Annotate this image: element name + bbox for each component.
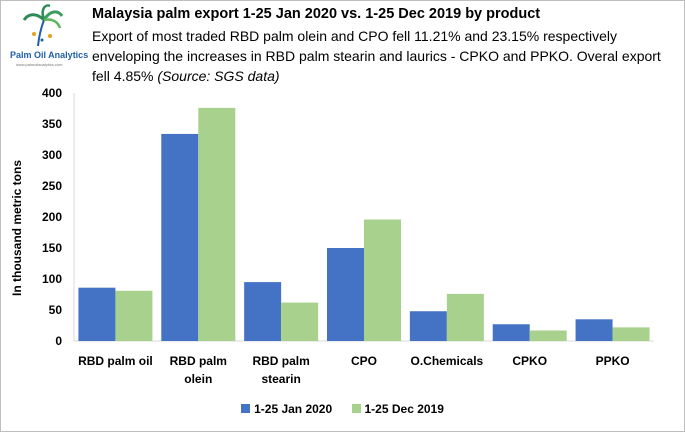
x-tick-label-line: RBD palm (170, 354, 227, 368)
y-tick-label: 200 (42, 210, 62, 224)
bar-jan-2020 (161, 133, 199, 341)
bar-chart: 0 50 100 150 200 250 300 350 400 RBD palm oil RBD … (42, 86, 654, 386)
source-note: (Source: SGS data) (157, 68, 280, 84)
x-tick-label-line: CPKO (512, 354, 547, 368)
bar-jan-2020 (409, 311, 447, 341)
bar-jan-2020 (327, 248, 364, 341)
x-tick-label: PPKO (596, 354, 630, 368)
x-tick-label-line: O.Chemicals (411, 354, 484, 368)
bar-dec-2019 (115, 290, 153, 341)
y-tick-label: 400 (42, 86, 62, 100)
x-tick-label: O.Chemicals (411, 354, 484, 368)
bar-dec-2019 (364, 219, 401, 341)
bar-jan-2020 (78, 287, 116, 341)
x-tick-label-line: olein (184, 372, 212, 386)
bar-dec-2019 (529, 330, 567, 341)
chart-title: Malaysia palm export 1-25 Jan 2020 vs. 1… (92, 6, 541, 22)
y-tick-label: 150 (42, 241, 62, 255)
y-tick-label: 0 (55, 334, 62, 348)
x-tick-label-line: CPO (351, 354, 377, 368)
bar-dec-2019 (281, 302, 319, 341)
logo-name: Palm Oil Analytics (10, 50, 89, 60)
legend-label-dec-2019: 1-25 Dec 2019 (364, 402, 444, 416)
logo-tagline: www.palmoilanalytics.com (16, 62, 63, 67)
x-tick-label: RBD palm stearin (252, 354, 309, 386)
chart-subtitle: Export of most traded RBD palm olein and… (92, 26, 677, 86)
bar-dec-2019 (612, 327, 650, 341)
x-tick-label-line: RBD palm oil (78, 354, 153, 368)
legend-item-jan-2020: 1-25 Jan 2020 (241, 402, 332, 416)
y-tick-label: 50 (49, 303, 63, 317)
legend-swatch-dec-2019 (351, 404, 361, 413)
x-tick-label: CPKO (512, 354, 547, 368)
y-tick-label: 250 (42, 179, 62, 193)
legend-label-jan-2020: 1-25 Jan 2020 (254, 402, 333, 416)
y-tick-label: 100 (42, 272, 62, 286)
x-tick-label-line: PPKO (596, 354, 630, 368)
x-tick-label: RBD palm olein (170, 354, 227, 386)
x-tick-label: CPO (351, 354, 377, 368)
legend-swatch-jan-2020 (241, 404, 251, 413)
bar-jan-2020 (575, 319, 613, 341)
y-tick-label: 300 (42, 148, 62, 162)
legend: 1-25 Jan 2020 1-25 Dec 2019 (0, 402, 685, 416)
x-tick-label-line: stearin (261, 372, 300, 386)
palm-oil-analytics-logo: Palm Oil Analytics www.palmoilanalytics.… (6, 4, 89, 68)
y-tick-label: 350 (42, 117, 62, 131)
legend-item-dec-2019: 1-25 Dec 2019 (351, 402, 444, 416)
subtitle-text: Export of most traded RBD palm olein and… (92, 28, 661, 84)
bar-jan-2020 (244, 282, 282, 341)
x-tick-label: RBD palm oil (78, 354, 153, 368)
bar-jan-2020 (492, 324, 530, 341)
bar-dec-2019 (198, 107, 236, 341)
bar-dec-2019 (446, 293, 484, 341)
x-tick-label-line: RBD palm (252, 354, 309, 368)
palm-tree-icon (22, 4, 64, 47)
